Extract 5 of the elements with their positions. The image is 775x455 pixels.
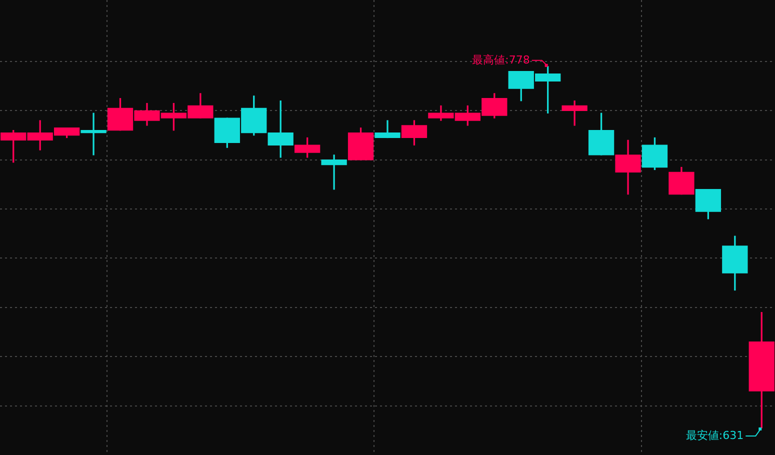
candlestick	[562, 100, 588, 126]
candlestick	[321, 154, 347, 190]
candlestick	[80, 112, 106, 156]
annotation: 最高値:778	[472, 53, 530, 66]
annotation: 最安値:631	[686, 428, 744, 442]
